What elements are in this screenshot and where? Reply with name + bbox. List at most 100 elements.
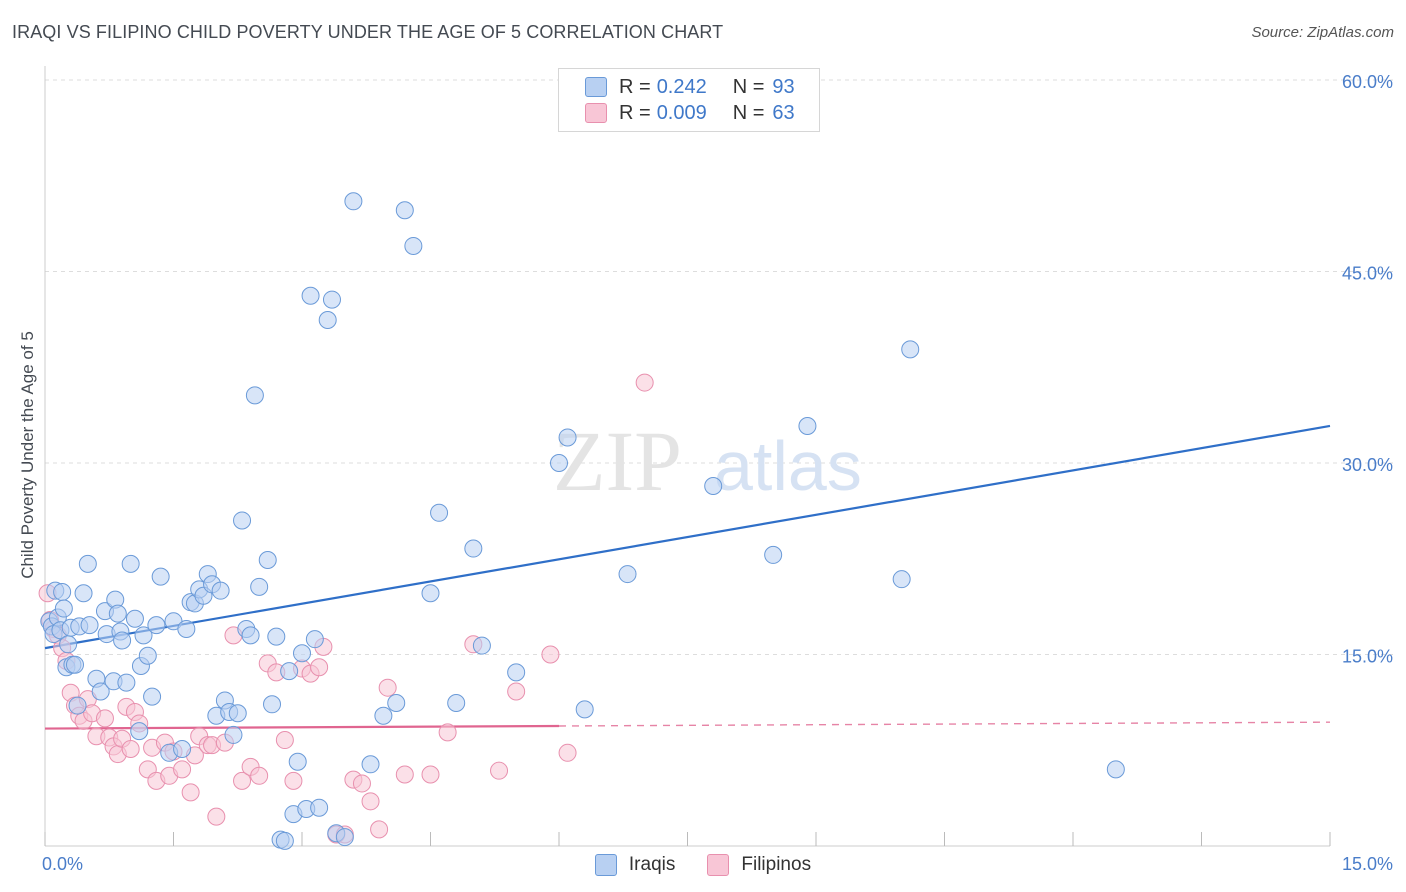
- iraqis-point: [575, 700, 594, 719]
- legend-n-value: 63: [772, 101, 795, 124]
- iraqis-point: [305, 630, 324, 649]
- iraqis-point: [318, 311, 337, 330]
- iraqis-point: [280, 662, 299, 681]
- iraqis-point: [258, 551, 277, 570]
- legend-row-iraqis: R = 0.242 N = 93: [585, 75, 795, 99]
- iraqis-point: [892, 570, 911, 589]
- iraqis-point: [798, 416, 817, 435]
- iraqis-point: [59, 635, 78, 654]
- legend-r-value: 0.009: [656, 101, 707, 124]
- y-tick-label: 15.0%: [1342, 647, 1393, 667]
- filipinos-point: [541, 645, 560, 664]
- iraqis-point: [228, 704, 247, 723]
- iraqis-point: [78, 554, 97, 573]
- y-tick-label: 45.0%: [1342, 264, 1393, 284]
- legend-r-label: R =: [619, 101, 651, 124]
- filipinos-point: [361, 792, 380, 811]
- filipinos-point: [438, 723, 457, 742]
- correlation-legend: R = 0.242 N = 93 R = 0.009 N = 63: [558, 68, 820, 132]
- filipinos-point: [507, 682, 526, 701]
- iraqis-point: [507, 663, 526, 682]
- legend-r-label: R =: [619, 75, 651, 98]
- iraqis-point: [275, 831, 294, 850]
- iraqis-point: [901, 340, 920, 359]
- iraqis-point: [211, 581, 230, 600]
- filipinos-point: [121, 739, 140, 758]
- iraqis-point: [1106, 760, 1125, 779]
- iraqis-point: [344, 192, 363, 211]
- iraqis-point: [113, 631, 132, 650]
- filipinos-point: [395, 765, 414, 784]
- legend-n-value: 93: [772, 75, 795, 98]
- filipinos-trend-line: [44, 721, 1331, 730]
- iraqis-point: [130, 722, 149, 741]
- filipinos-point: [490, 761, 509, 780]
- axes: [44, 66, 1331, 847]
- legend-r-value: 0.242: [656, 75, 707, 98]
- source-label: Source: ZipAtlas.com: [1251, 24, 1394, 41]
- iraqis-point: [134, 626, 153, 645]
- iraqis-point: [464, 539, 483, 558]
- iraqis-point: [764, 545, 783, 564]
- y-tick-label: 60.0%: [1342, 72, 1393, 92]
- iraqis-point: [53, 582, 72, 601]
- filipinos-points: [38, 373, 654, 844]
- series-label-filipinos: Filipinos: [741, 854, 812, 875]
- iraqis-point: [618, 565, 637, 584]
- iraqis-point: [125, 609, 144, 628]
- filipinos-point: [352, 774, 371, 793]
- iraqis-point: [335, 828, 354, 847]
- filipinos-point: [173, 760, 192, 779]
- iraqis-point: [472, 636, 491, 655]
- filipinos-point: [275, 731, 294, 750]
- series-legend-filipinos[interactable]: Filipinos: [707, 854, 811, 876]
- iraqis-trend-segment: [44, 424, 1331, 650]
- iraqis-point: [374, 706, 393, 725]
- filipinos-point: [558, 743, 577, 762]
- iraqis-point: [143, 687, 162, 706]
- filipinos-point: [207, 807, 226, 826]
- filipinos-point: [284, 771, 303, 790]
- filipinos-point: [635, 373, 654, 392]
- series-label-iraqis: Iraqis: [628, 854, 676, 875]
- iraqis-point: [80, 616, 99, 635]
- iraqis-point: [310, 798, 329, 817]
- iraqis-point: [245, 386, 264, 405]
- iraqis-points: [40, 192, 1125, 850]
- iraqis-point: [395, 201, 414, 220]
- filipinos-point: [233, 771, 252, 790]
- iraqis-point: [267, 627, 286, 646]
- iraqis-point: [108, 604, 127, 623]
- x-tick-labels: 0.0% 15.0%: [42, 854, 1393, 874]
- iraqis-point: [430, 503, 449, 522]
- series-legend-iraqis[interactable]: Iraqis: [594, 854, 676, 876]
- iraqis-point: [241, 626, 260, 645]
- iraqis-point: [447, 694, 466, 713]
- iraqis-point: [177, 619, 196, 638]
- iraqis-point: [301, 286, 320, 305]
- iraqis-point: [233, 511, 252, 530]
- y-axis-title: Child Poverty Under the Age of 5: [18, 331, 37, 579]
- filipinos-point: [310, 658, 329, 677]
- iraqis-point: [151, 567, 170, 586]
- series-swatch-iraqis: [594, 854, 617, 876]
- watermark-atlas: atlas: [714, 427, 862, 505]
- iraqis-point: [91, 682, 110, 701]
- iraqis-point: [263, 695, 282, 714]
- series-swatch-filipinos: [707, 854, 730, 876]
- filipinos-point: [250, 766, 269, 785]
- iraqis-point: [250, 577, 269, 596]
- filipinos-point: [181, 783, 200, 802]
- chart-title: IRAQI VS FILIPINO CHILD POVERTY UNDER TH…: [12, 22, 724, 42]
- legend-n-label: N =: [732, 75, 765, 98]
- legend-swatch-iraqis: [585, 77, 607, 97]
- iraqis-point: [322, 290, 341, 309]
- series-legend: Iraqis Filipinos: [0, 852, 1406, 878]
- iraqis-point: [421, 584, 440, 603]
- iraqis-point: [173, 739, 192, 758]
- gridlines: [45, 79, 1395, 655]
- filipinos-point: [95, 709, 114, 728]
- filipinos-point: [378, 678, 397, 697]
- filipinos-point: [421, 765, 440, 784]
